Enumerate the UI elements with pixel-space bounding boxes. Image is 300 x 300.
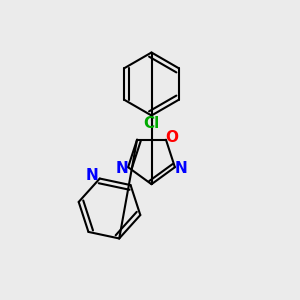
Text: O: O	[165, 130, 178, 145]
Text: N: N	[175, 161, 187, 176]
Text: N: N	[116, 161, 128, 176]
Text: Cl: Cl	[143, 116, 160, 131]
Text: N: N	[86, 168, 99, 183]
